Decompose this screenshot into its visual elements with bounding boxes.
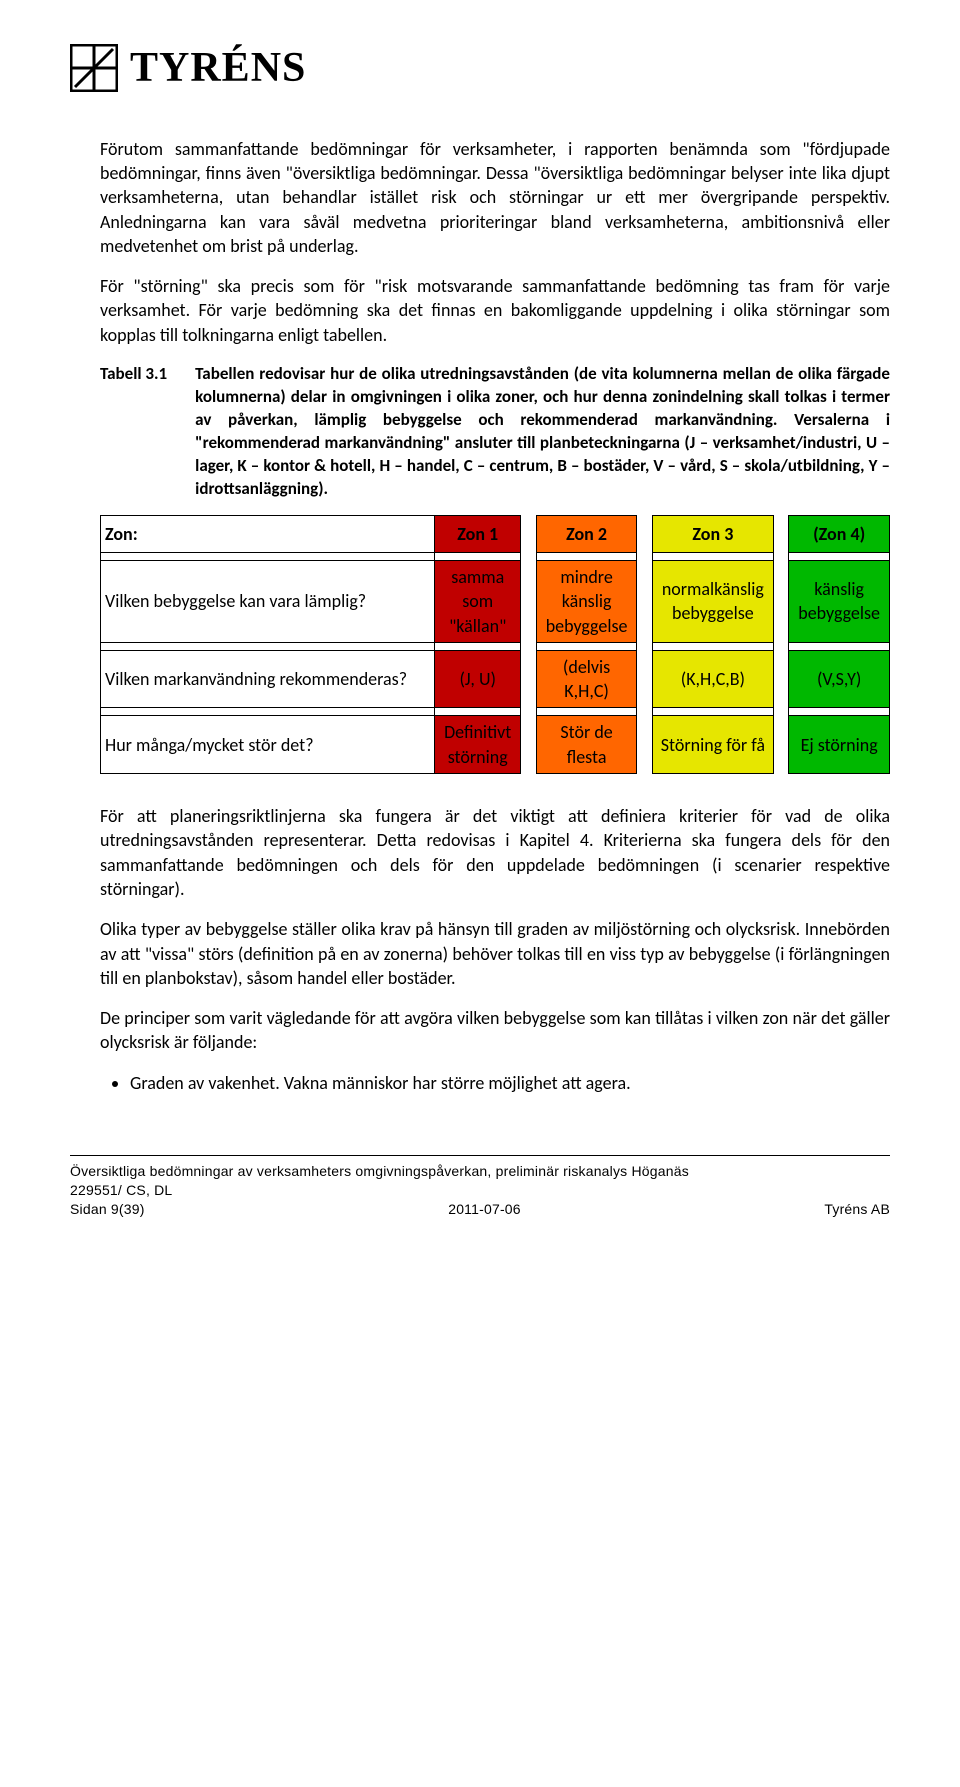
- gap-row: [101, 642, 890, 650]
- header-zone3: Zon 3: [652, 515, 773, 552]
- footer-line2: 229551/ CS, DL: [70, 1181, 890, 1200]
- paragraph-4: Olika typer av bebyggelse ställer olika …: [100, 917, 890, 990]
- footer-company: Tyréns AB: [824, 1200, 890, 1219]
- page-footer: Översiktliga bedömningar av verksamheter…: [70, 1155, 890, 1219]
- gap: [521, 515, 536, 552]
- footer-line1: Översiktliga bedömningar av verksamheter…: [70, 1162, 890, 1181]
- footer-page: Sidan 9(39): [70, 1200, 145, 1219]
- row-label: Vilken markanvändning rekommenderas?: [101, 650, 435, 708]
- gap: [773, 515, 788, 552]
- zone-table: Zon: Zon 1 Zon 2 Zon 3 (Zon 4) Vilken be…: [100, 515, 890, 774]
- table-row: Vilken markanvändning rekommenderas? (J,…: [101, 650, 890, 708]
- cell-zone2: Stör de flesta: [536, 716, 637, 774]
- cell-zone1: samma som "källan": [435, 560, 521, 642]
- header-zone4: (Zon 4): [789, 515, 890, 552]
- footer-date: 2011-07-06: [448, 1200, 521, 1219]
- cell-zone2: (delvis K,H,C): [536, 650, 637, 708]
- header-zone1: Zon 1: [435, 515, 521, 552]
- row-label: Vilken bebyggelse kan vara lämplig?: [101, 560, 435, 642]
- gap: [637, 515, 652, 552]
- row-label: Hur många/mycket stör det?: [101, 716, 435, 774]
- cell-zone3: Störning för få: [652, 716, 773, 774]
- gap-row: [101, 552, 890, 560]
- header-zone2: Zon 2: [536, 515, 637, 552]
- cell-zone1: Definitivt störning: [435, 716, 521, 774]
- bullet-list: Graden av vakenhet. Vakna människor har …: [130, 1071, 890, 1095]
- gap-row: [101, 708, 890, 716]
- logo-text: TYRÉNS: [130, 40, 306, 97]
- logo-icon: [70, 44, 118, 92]
- paragraph-5: De principer som varit vägledande för at…: [100, 1006, 890, 1055]
- cell-zone4: (V,S,Y): [789, 650, 890, 708]
- cell-zone4: känslig bebyggelse: [789, 560, 890, 642]
- caption-desc: Tabellen redovisar hur de olika utrednin…: [195, 363, 890, 501]
- list-item: Graden av vakenhet. Vakna människor har …: [130, 1071, 890, 1095]
- paragraph-2: För "störning" ska precis som för "risk …: [100, 274, 890, 347]
- table-row: Vilken bebyggelse kan vara lämplig? samm…: [101, 560, 890, 642]
- brand-logo: TYRÉNS: [70, 40, 890, 97]
- cell-zone4: Ej störning: [789, 716, 890, 774]
- table-row: Hur många/mycket stör det? Definitivt st…: [101, 716, 890, 774]
- paragraph-3: För att planeringsriktlinjerna ska funge…: [100, 804, 890, 901]
- cell-zone2: mindre känslig bebyggelse: [536, 560, 637, 642]
- caption-label: Tabell 3.1: [100, 363, 167, 501]
- cell-zone3: (K,H,C,B): [652, 650, 773, 708]
- cell-zone3: normalkänslig bebyggelse: [652, 560, 773, 642]
- paragraph-1: Förutom sammanfattande bedömningar för v…: [100, 137, 890, 258]
- table-header-row: Zon: Zon 1 Zon 2 Zon 3 (Zon 4): [101, 515, 890, 552]
- cell-zone1: (J, U): [435, 650, 521, 708]
- header-rowlabel: Zon:: [101, 515, 435, 552]
- table-caption: Tabell 3.1 Tabellen redovisar hur de oli…: [100, 363, 890, 501]
